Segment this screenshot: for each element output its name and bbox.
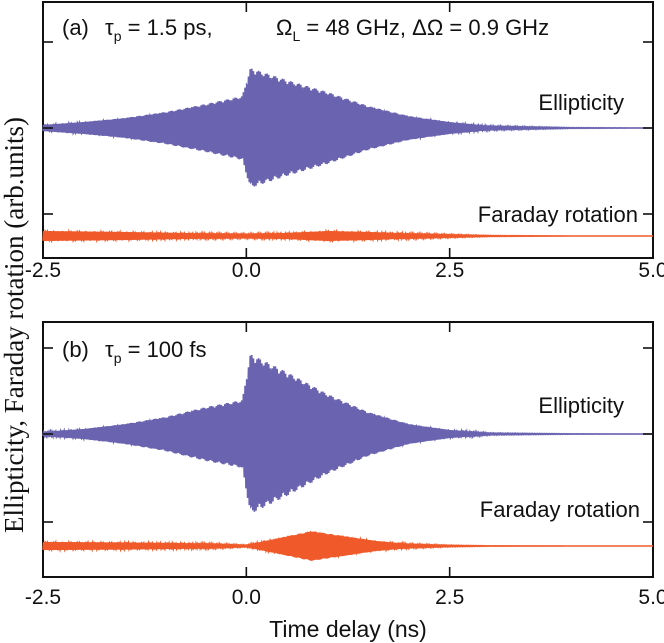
panel-a-plot (42, 68, 653, 244)
panel-a-tau-value: = 1.5 ps, (122, 15, 213, 40)
panel-a-x-ticklabel-1: 0.0 (232, 259, 261, 282)
panel-a-domega-symbol: ΔΩ (412, 15, 443, 40)
panel-a-x-ticklabel-0: -2.5 (25, 259, 61, 282)
panel-b-x-ticklabel-3: 5.0 (638, 586, 664, 609)
panel-a-x-ticklabel-3: 5.0 (638, 259, 664, 282)
panel-b-x-ticklabel-2: 2.5 (435, 586, 464, 609)
panel-b-x-ticklabels: -2.5 0.0 2.5 5.0 (25, 586, 664, 609)
panel-b-plot (42, 354, 653, 561)
panel-b-faraday-line (42, 530, 653, 561)
panel-a: -2.5 0.0 2.5 5.0 (a) τp = 1.5 ps, ΩL = 48 G… (25, 1, 664, 282)
panel-b-tau-symbol: τ (105, 337, 114, 362)
panel-a-series-label-ellipticity: Ellipticity (538, 90, 624, 115)
panel-a-faraday-line (42, 228, 653, 244)
panel-a-label: (a) (62, 15, 89, 40)
panel-a-x-ticklabels: -2.5 0.0 2.5 5.0 (25, 259, 664, 282)
panel-a-omega: ΩL = 48 GHz, ΔΩ = 0.9 GHz (276, 15, 549, 44)
panel-a-domega-value: = 0.9 GHz (443, 15, 549, 40)
panel-b-frame (42, 321, 654, 578)
panel-a-x-ticks (42, 2, 654, 258)
panel-b-tau-sub: p (114, 350, 122, 366)
panel-b-x-ticklabel-1: 0.0 (232, 586, 261, 609)
panel-a-omega-value: = 48 GHz, (300, 15, 412, 40)
panel-a-series-label-faraday: Faraday rotation (478, 202, 638, 227)
panel-a-omega-symbol: Ω (276, 15, 292, 40)
panel-a-x-ticklabel-2: 2.5 (435, 259, 464, 282)
panel-b-tau-value: = 100 fs (122, 337, 207, 362)
panel-b-tau: τp = 100 fs (105, 337, 207, 366)
panel-b-label: (b) (62, 337, 89, 362)
panel-b-series-label-ellipticity: Ellipticity (538, 393, 624, 418)
panel-b-series-label-faraday: Faraday rotation (480, 497, 640, 522)
panel-a-tau-symbol: τ (105, 15, 114, 40)
panel-b-x-ticklabel-0: -2.5 (25, 586, 61, 609)
panel-a-tau-sub: p (114, 28, 122, 44)
panel-a-omega-sub: L (292, 28, 300, 44)
panel-a-tau: τp = 1.5 ps, (105, 15, 213, 44)
panel-a-ellipticity-line (42, 68, 653, 187)
x-axis-label: Time delay (ns) (269, 616, 427, 642)
panel-b-x-ticks (42, 322, 654, 577)
panel-b: -2.5 0.0 2.5 5.0 (b) τp = 100 fs Ellipticit… (25, 321, 664, 609)
y-axis-label: Ellipticity, Faraday rotation (arb.units… (0, 117, 29, 533)
panel-b-ellipticity-line (42, 354, 653, 512)
